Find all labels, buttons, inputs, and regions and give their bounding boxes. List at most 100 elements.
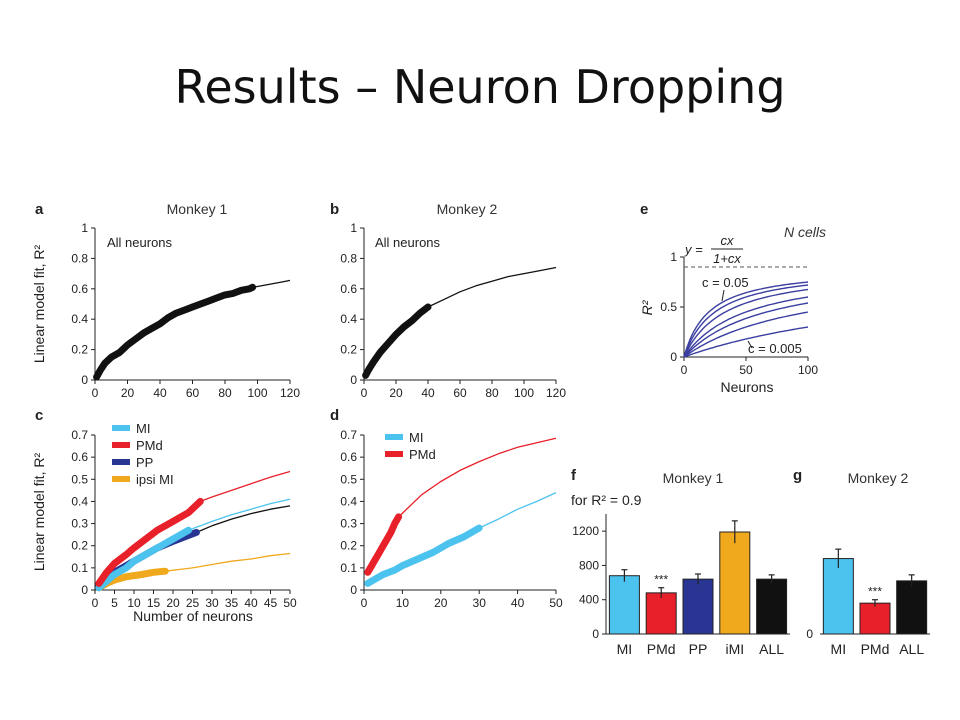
x-tick-label: 5 [111,596,118,610]
panel-e-letter: e [640,201,648,218]
bar-pmd [645,592,677,635]
x-tick-label: 60 [186,386,200,400]
category-label: PMd [861,641,890,657]
panel-b-ticks: 0 20 40 60 80 100 120 0 0.2 0.4 0.6 0.8 1 [340,221,566,400]
panel-f-ticks: 0 400 800 1200 [572,524,606,641]
y-tick-label: 1 [350,221,357,235]
saturation-curve-6 [683,281,809,358]
panel-d-ticks: 0 10 20 30 40 50 0 0.1 0.2 0.3 0.4 0.5 0.6 0.7 [340,428,563,610]
y-tick-label: 0 [81,373,88,387]
panel-a-lines [93,279,291,381]
y-tick-label: 0 [350,373,357,387]
panel-d-lines [364,437,557,587]
category-label: MI [617,641,633,657]
significance-marker: *** [868,585,882,599]
y-tick-label: 0.2 [340,539,357,553]
y-tick-label: 400 [579,593,599,607]
panel-f-bars: MI PMd *** PP iMI ALL [608,520,788,657]
panel-e-formula: y = cx 1+cx [684,233,743,266]
y-tick-label: 0 [670,350,677,364]
y-tick-label: 0.4 [340,494,357,508]
x-tick-label: 25 [186,596,200,610]
x-tick-label: 30 [473,596,487,610]
bar-mi [822,558,854,635]
category-label: iMI [725,641,744,657]
panel-g: g Monkey 2 0 MI PMd *** ALL [793,467,930,657]
series-line-0 [93,283,257,381]
y-tick-label: 0.7 [340,428,357,442]
panel-g-letter: g [793,467,802,484]
y-tick-label: 800 [579,558,599,572]
series-line-6 [95,526,193,592]
x-tick-label: 35 [225,596,239,610]
x-tick-label: 30 [205,596,219,610]
significance-marker: *** [654,573,668,587]
y-tick-label: 0.5 [71,472,88,486]
bar-mi [608,575,640,635]
panel-e-lines [683,266,809,358]
saturation-curve-2 [683,302,809,358]
y-tick-label: 1200 [572,524,599,538]
x-tick-label: 45 [264,596,278,610]
panel-g-ticks: 0 [806,627,813,641]
bar-pp [682,578,714,635]
panel-d-legend: MI PMd [385,430,436,462]
bar-imi [719,531,751,635]
saturation-curve-4 [683,288,809,358]
legend-label: MI [409,430,423,445]
x-tick-label: 40 [244,596,258,610]
x-tick-label: 40 [153,386,167,400]
x-tick-label: 20 [121,386,135,400]
y-tick-label: 1 [81,221,88,235]
x-tick-label: 0 [92,596,99,610]
series-line-1 [252,279,291,288]
y-tick-label: 0.4 [71,312,88,326]
x-tick-label: 20 [389,386,403,400]
series-line-2 [364,524,483,587]
x-tick-label: 100 [798,363,818,377]
formula-numerator: cx [721,233,735,248]
slide-title: Results – Neuron Dropping [174,60,786,114]
y-tick-label: 0.6 [71,450,88,464]
x-tick-label: 20 [434,596,448,610]
panel-d-letter: d [330,407,339,424]
panel-b-title: Monkey 2 [437,201,498,217]
saturation-curve-3 [683,296,809,358]
series-line-7 [95,497,204,587]
x-tick-label: 80 [485,386,499,400]
formula-denominator: 1+cx [713,251,741,266]
series-line-0 [362,303,432,379]
y-tick-label: 0 [592,627,599,641]
x-tick-label: 0 [361,596,368,610]
legend-label: ipsi MI [136,472,174,487]
y-tick-label: 0.6 [340,282,357,296]
panel-e-title: N cells [784,224,826,240]
panel-a-ticks: 0 20 40 60 80 100 120 0 0.2 0.4 0.6 0.8 1 [71,221,300,400]
y-tick-label: 0 [81,583,88,597]
bar-all [756,578,788,635]
panel-e-ylabel: R² [639,299,655,315]
panel-b-letter: b [330,201,339,218]
panel-c-legend: MI PMd PP ipsi MI [112,421,174,487]
y-tick-label: 0.1 [71,561,88,575]
y-tick-label: 0.3 [340,517,357,531]
panel-e: e N cells R² Neurons y = cx 1+cx 0 50 1000… [639,201,826,395]
legend-label: PMd [409,447,436,462]
series-line-0 [398,437,557,518]
y-tick-label: 0.1 [340,561,357,575]
panel-a-annotation: All neurons [107,235,173,250]
panel-e-label-low: c = 0.005 [748,341,802,356]
category-label: ALL [759,641,784,657]
y-tick-label: 0.6 [340,450,357,464]
x-tick-label: 100 [247,386,267,400]
x-tick-label: 15 [147,596,161,610]
panel-f-title: Monkey 1 [663,470,724,486]
y-tick-label: 0.8 [340,251,357,265]
bar-pmd [859,602,891,635]
panel-f: f Monkey 1 for R² = 0.9 0 400 800 1200 MI PM… [571,467,790,657]
bar-all [896,580,928,635]
y-tick-label: 0.4 [71,494,88,508]
x-tick-label: 0 [681,363,688,377]
series-line-1 [196,505,291,533]
